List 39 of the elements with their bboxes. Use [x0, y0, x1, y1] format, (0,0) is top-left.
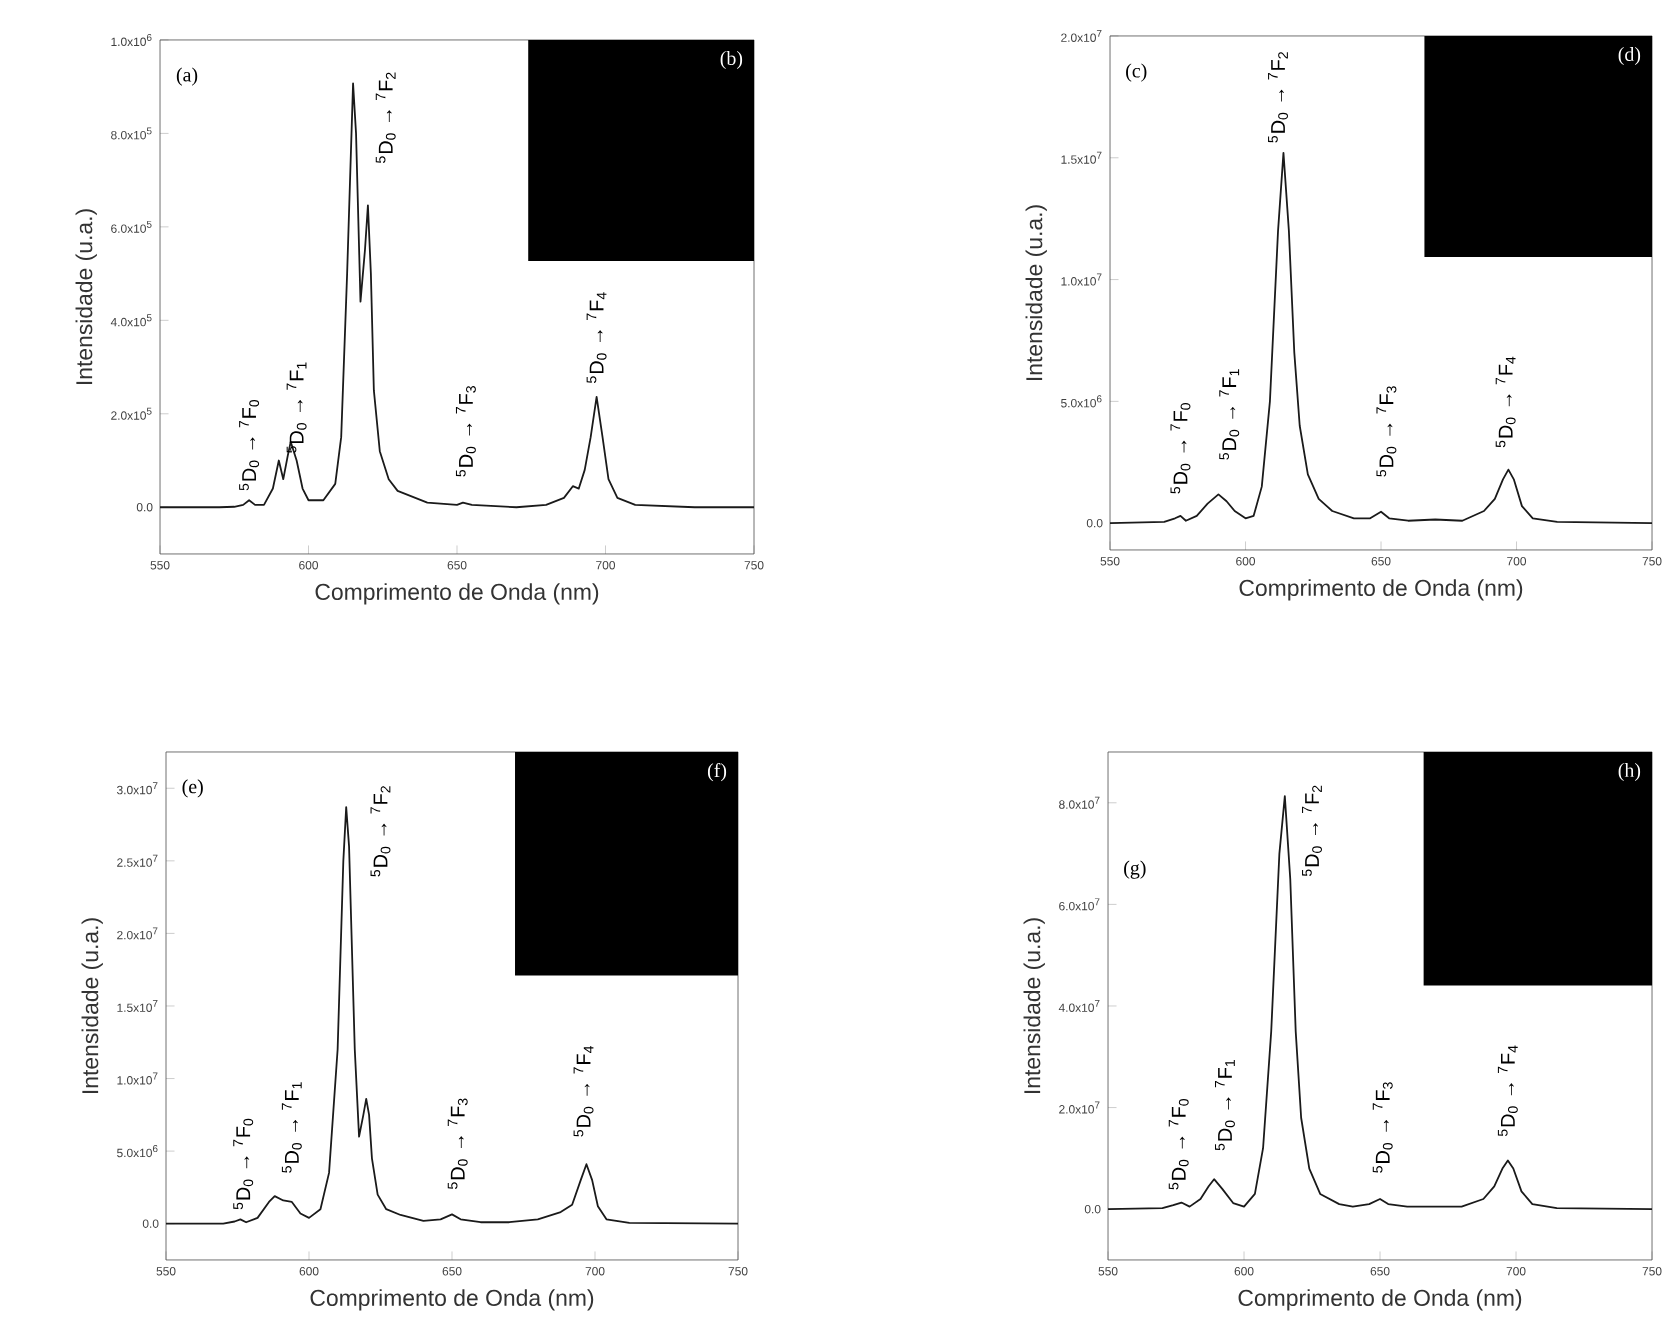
annotation: $^{5}$D$_{0}$ → $^{7}$F$_{2}$	[1268, 52, 1288, 143]
x-axis-title: Comprimento de Onda (nm)	[315, 583, 599, 605]
x-axis-title: Comprimento de Onda (nm)	[1238, 1289, 1522, 1311]
line-series	[165, 806, 739, 1225]
annotation: (f)	[707, 763, 727, 782]
y-axis-title: Intensidade (u.a.)	[1025, 205, 1047, 381]
annotation: $^{5}$D$_{0}$ → $^{7}$F$_{0}$	[1170, 403, 1191, 494]
x-axis-title: Comprimento de Onda (nm)	[1239, 579, 1523, 601]
line-series	[1109, 152, 1653, 525]
y-axis-title: Intensidade (u.a.)	[1023, 918, 1045, 1094]
annotation: $^{5}$D$_{0}$ → $^{7}$F$_{3}$	[455, 386, 476, 477]
annotation: $^{5}$D$_{0}$ → $^{7}$F$_{4}$	[573, 1046, 594, 1137]
annotation: $^{5}$D$_{0}$ → $^{7}$F$_{0}$	[239, 399, 260, 491]
annotation: (d)	[1618, 46, 1641, 66]
annotation: $^{5}$D$_{0}$ → $^{7}$F$_{3}$	[1376, 386, 1397, 477]
annotation: $^{5}$D$_{0}$ → $^{7}$F$_{1}$	[281, 1082, 302, 1173]
annotation: (b)	[720, 50, 743, 70]
annotation: $^{5}$D$_{0}$ → $^{7}$F$_{3}$	[447, 1098, 468, 1189]
annotation: (a)	[176, 67, 198, 86]
x-axis-title: Comprimento de Onda (nm)	[310, 1289, 594, 1311]
annotation: $^{5}$D$_{0}$ → $^{7}$F$_{3}$	[1372, 1082, 1393, 1173]
line-series	[159, 82, 755, 509]
annotation: $^{5}$D$_{0}$ → $^{7}$F$_{1}$	[1219, 369, 1240, 460]
annotation: $^{5}$D$_{0}$ → $^{7}$F$_{0}$	[1168, 1098, 1189, 1190]
annotation: $^{5}$D$_{0}$ → $^{7}$F$_{2}$	[1302, 785, 1322, 877]
annotation: $^{5}$D$_{0}$ → $^{7}$F$_{4}$	[1495, 356, 1516, 448]
annotation: $^{5}$D$_{0}$ → $^{7}$F$_{4}$	[586, 292, 607, 383]
annotation: (h)	[1618, 762, 1641, 782]
annotation: $^{5}$D$_{0}$ → $^{7}$F$_{1}$	[286, 362, 307, 453]
annotation: (c)	[1126, 63, 1147, 82]
annotation: $^{5}$D$_{0}$ → $^{7}$F$_{2}$	[375, 72, 396, 163]
y-axis-title: Intensidade (u.a.)	[75, 209, 97, 385]
annotation: $^{5}$D$_{0}$ → $^{7}$F$_{4}$	[1497, 1045, 1518, 1137]
annotation: (e)	[182, 779, 203, 798]
annotation: $^{5}$D$_{0}$ → $^{7}$F$_{0}$	[233, 1118, 254, 1210]
annotation: $^{5}$D$_{0}$ → $^{7}$F$_{2}$	[370, 786, 391, 877]
y-axis-title: Intensidade (u.a.)	[81, 918, 103, 1094]
annotation: $^{5}$D$_{0}$ → $^{7}$F$_{1}$	[1215, 1060, 1235, 1151]
annotation: (g)	[1124, 860, 1146, 879]
